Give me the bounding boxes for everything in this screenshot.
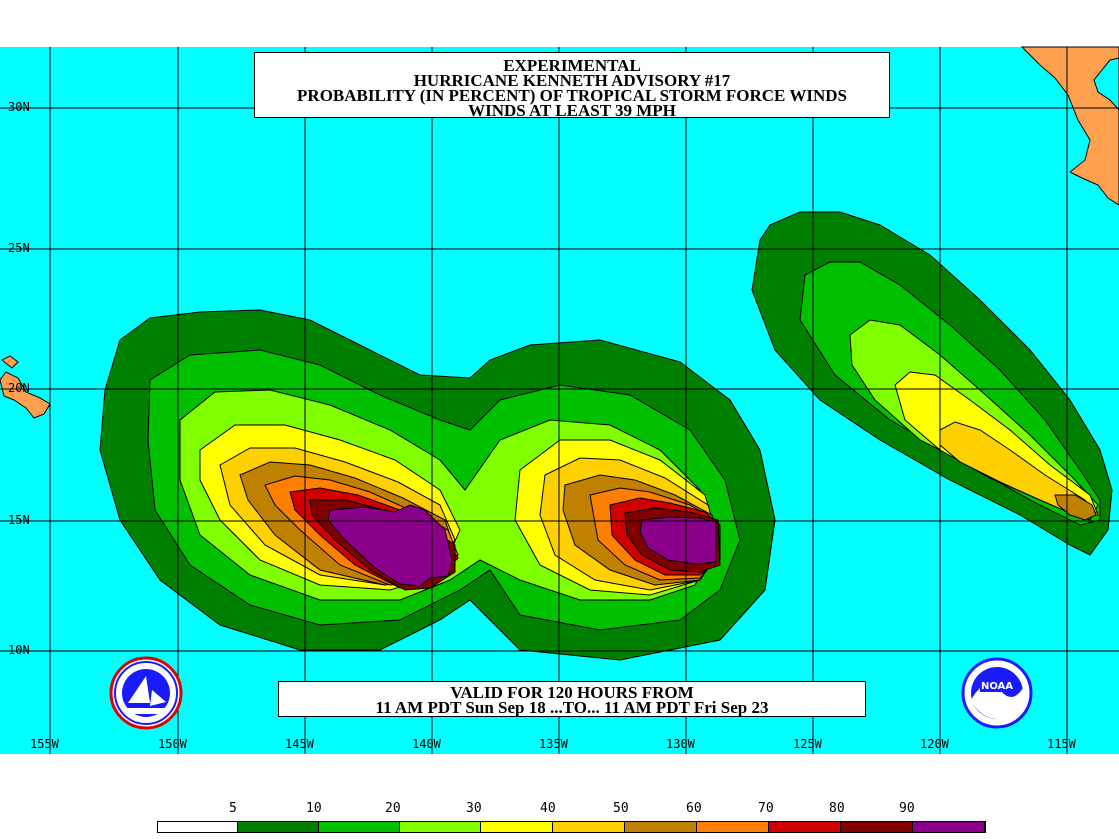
legend-value: 20	[385, 801, 401, 816]
legend-swatch	[238, 822, 319, 832]
svg-text:NOAA: NOAA	[981, 681, 1013, 692]
legend-swatch	[625, 822, 697, 832]
lat-label: 15N	[8, 513, 30, 527]
contour-middle	[514, 439, 721, 596]
title-line-3: PROBABILITY (IN PERCENT) OF TROPICAL STO…	[297, 86, 847, 105]
noaa-logo-icon: NOAA	[961, 657, 1033, 729]
legend-swatch	[553, 822, 625, 832]
title-line-2: HURRICANE KENNETH ADVISORY #17	[413, 71, 731, 90]
lat-label: 25N	[8, 241, 30, 255]
legend-swatch	[841, 822, 913, 832]
lat-label: 20N	[8, 381, 30, 395]
legend-swatch	[481, 822, 553, 832]
legend-swatch	[697, 822, 769, 832]
nws-logo-icon	[109, 656, 183, 730]
lon-label: 115W	[1047, 737, 1076, 751]
legend-value: 10	[306, 801, 322, 816]
lon-label: 120W	[920, 737, 949, 751]
legend-value: 60	[686, 801, 702, 816]
lat-lon-grid	[0, 47, 1119, 754]
legend-value: 40	[540, 801, 556, 816]
legend-color-bar	[157, 821, 986, 833]
legend-swatch	[913, 822, 985, 832]
title-line-4: WINDS AT LEAST 39 MPH	[468, 101, 676, 120]
legend-value: 90	[899, 801, 915, 816]
legend-swatch	[400, 822, 481, 832]
lat-label: 10N	[8, 643, 30, 657]
legend-swatch	[158, 822, 238, 832]
lon-label: 125W	[793, 737, 822, 751]
legend-value: 30	[466, 801, 482, 816]
lon-label: 135W	[539, 737, 568, 751]
lon-label: 145W	[285, 737, 314, 751]
title-line-1: EXPERIMENTAL	[503, 56, 641, 75]
legend-swatch	[769, 822, 841, 832]
legend-swatch	[319, 822, 400, 832]
legend-value: 80	[829, 801, 845, 816]
lon-label: 155W	[30, 737, 59, 751]
lon-label: 130W	[666, 737, 695, 751]
valid-period-box: VALID FOR 120 HOURS FROM 11 AM PDT Sun S…	[278, 681, 866, 717]
land-mexico	[1020, 46, 1119, 206]
title-box: EXPERIMENTAL HURRICANE KENNETH ADVISORY …	[254, 52, 890, 120]
contour-east	[751, 211, 1113, 556]
valid-line-2: 11 AM PDT Sun Sep 18 ...TO... 11 AM PDT …	[375, 698, 769, 717]
lat-label: 30N	[8, 100, 30, 114]
lon-label: 150W	[158, 737, 187, 751]
legend-value: 70	[758, 801, 774, 816]
valid-line-1: VALID FOR 120 HOURS FROM	[450, 683, 694, 702]
legend-value: 50	[613, 801, 629, 816]
legend-value: 5	[229, 801, 237, 816]
land-hawaii	[0, 355, 51, 419]
lon-label: 140W	[412, 737, 441, 751]
